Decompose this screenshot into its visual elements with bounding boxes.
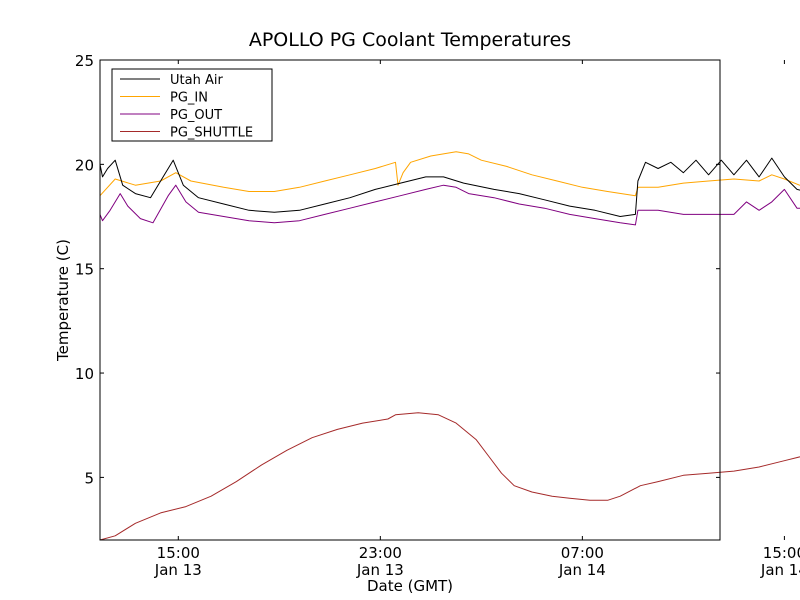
plot-area-frame [99, 59, 721, 541]
y-axis-label: Temperature (C) [54, 239, 72, 362]
legend-entries: Utah Air PG_IN PG_OUT PG_SHUTTLE [120, 73, 253, 141]
x-tick-label-time: 23:00 [359, 544, 402, 562]
legend-label-pg-shuttle: PG_SHUTTLE [170, 126, 253, 141]
y-tick-label: 5 [84, 469, 94, 487]
chart-title: APOLLO PG Coolant Temperatures [249, 29, 571, 51]
x-tick-label-date: Jan 14 [760, 561, 800, 579]
x-tick-label-date: Jan 13 [356, 561, 404, 579]
y-tick-label: 20 [75, 156, 94, 174]
x-axis-label: Date (GMT) [367, 577, 453, 595]
x-tick-label-date: Jan 13 [154, 561, 202, 579]
series-line-utah-air [99, 157, 800, 217]
legend-box [111, 68, 273, 142]
series-layer [99, 151, 800, 541]
x-tick-label-time: 07:00 [561, 544, 604, 562]
legend: Utah Air PG_IN PG_OUT PG_SHUTTLE [111, 68, 273, 142]
series-line-pg-out [99, 184, 800, 226]
series-line-pg-in [99, 151, 800, 197]
y-tick-label: 25 [75, 52, 94, 70]
x-tick-label-date: Jan 14 [558, 561, 606, 579]
legend-label-pg-in: PG_IN [170, 91, 208, 106]
legend-label-utah-air: Utah Air [170, 73, 223, 88]
legend-label-pg-out: PG_OUT [170, 108, 222, 123]
x-tick-label-time: 15:00 [763, 544, 800, 562]
series-line-pg-shuttle [99, 412, 800, 541]
y-tick-label: 10 [75, 365, 94, 383]
x-tick-label-time: 15:00 [157, 544, 200, 562]
y-tick-label: 15 [75, 261, 94, 279]
